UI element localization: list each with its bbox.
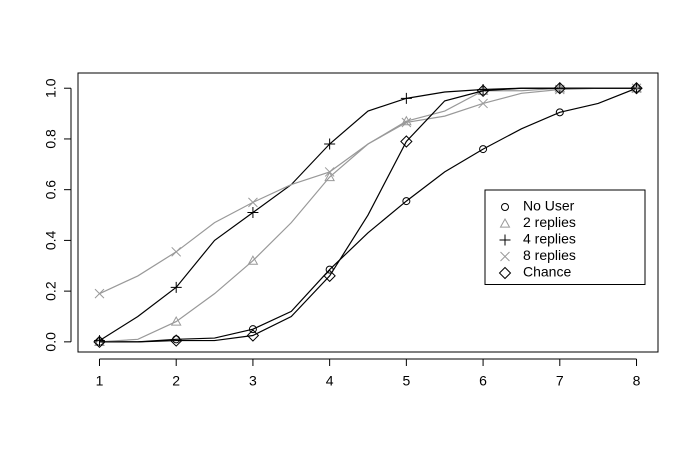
marker xyxy=(172,335,181,344)
marker xyxy=(170,281,182,293)
marker xyxy=(170,316,182,326)
y-tick-label: 0.6 xyxy=(43,180,59,200)
marker xyxy=(501,203,509,211)
x-tick-label: 1 xyxy=(96,373,104,389)
series-line xyxy=(99,87,637,343)
legend-label: 2 replies xyxy=(523,214,576,230)
marker xyxy=(400,92,412,104)
marker xyxy=(479,145,488,154)
x-tick-label: 7 xyxy=(556,373,564,389)
x-tick-label: 5 xyxy=(402,373,410,389)
marker xyxy=(500,251,510,262)
marker xyxy=(476,84,490,97)
marker xyxy=(248,197,258,208)
legend-box xyxy=(484,189,646,285)
marker xyxy=(498,266,512,280)
y-tick-label: 0.2 xyxy=(43,281,59,301)
marker xyxy=(555,108,564,117)
x-tick-label: 4 xyxy=(326,373,334,389)
legend-label: 8 replies xyxy=(523,247,576,263)
marker xyxy=(553,82,567,95)
marker xyxy=(93,335,106,349)
plot-frame xyxy=(77,72,659,353)
marker xyxy=(94,288,105,299)
marker xyxy=(247,207,259,218)
x-tick-label: 8 xyxy=(633,373,641,389)
marker xyxy=(401,117,412,128)
y-tick-label: 1.0 xyxy=(43,78,59,98)
marker xyxy=(169,334,183,347)
marker xyxy=(324,138,336,150)
legend-label: Chance xyxy=(523,264,571,280)
marker xyxy=(246,329,260,342)
marker xyxy=(323,269,336,283)
marker xyxy=(400,135,413,148)
marker xyxy=(324,171,335,182)
marker xyxy=(499,234,511,246)
x-tick-label: 3 xyxy=(249,373,257,389)
legend-label: No User xyxy=(523,198,575,214)
marker xyxy=(247,255,259,265)
y-tick-label: 0.8 xyxy=(43,129,59,149)
series-line xyxy=(99,87,637,295)
y-tick-label: 0.4 xyxy=(43,230,59,250)
marker xyxy=(402,197,411,206)
marker xyxy=(478,98,488,109)
marker xyxy=(171,246,182,257)
y-tick-label: 0.0 xyxy=(43,332,59,352)
marker xyxy=(630,82,643,95)
marker xyxy=(499,217,511,228)
x-tick-label: 6 xyxy=(479,373,487,389)
marker xyxy=(324,167,335,177)
legend-label: 4 replies xyxy=(523,231,576,247)
marker xyxy=(248,325,257,334)
x-tick-label: 2 xyxy=(172,373,180,389)
marker xyxy=(554,84,565,95)
series-line xyxy=(99,87,637,343)
